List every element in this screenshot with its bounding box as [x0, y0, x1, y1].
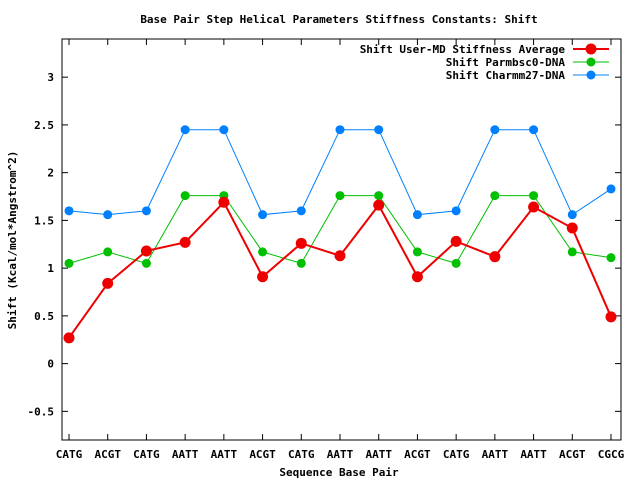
x-tick-label: CATG	[443, 448, 470, 461]
x-axis-label: Sequence Base Pair	[279, 466, 399, 479]
y-tick-label: 0	[47, 358, 54, 371]
data-point	[567, 247, 577, 257]
x-axis-ticks: CATG ACGT CATG AATT AATT ACGT CATG AATT AATT ACGT…	[56, 39, 625, 461]
legend-label: Shift Parmbsc0-DNA	[446, 56, 566, 69]
x-tick-label: CATG	[133, 448, 160, 461]
y-tick-label: 2.5	[34, 119, 54, 132]
y-axis-label: Shift (Kcal/mol*Angstrom^2)	[6, 151, 19, 330]
series-3	[64, 125, 616, 220]
data-point	[219, 125, 229, 135]
data-point	[490, 125, 500, 135]
data-point	[566, 222, 578, 234]
y-tick-label: 1	[47, 262, 54, 275]
data-point	[489, 251, 501, 263]
data-point	[296, 206, 306, 216]
x-tick-label: ACGT	[404, 448, 431, 461]
legend-label: Shift Charmm27-DNA	[446, 69, 566, 82]
y-tick-label: 2	[47, 167, 54, 180]
data-point	[179, 236, 191, 248]
x-tick-label: ACGT	[559, 448, 586, 461]
data-point	[529, 125, 539, 135]
y-tick-label: 1.5	[34, 214, 54, 227]
x-tick-label: AATT	[520, 448, 547, 461]
x-tick-label: CGCG	[598, 448, 625, 461]
data-point	[64, 258, 74, 268]
legend-marker	[586, 57, 596, 67]
series-layer	[63, 125, 617, 344]
data-point	[103, 247, 113, 257]
x-tick-label: AATT	[211, 448, 238, 461]
data-point	[411, 271, 423, 283]
legend-marker	[586, 70, 596, 80]
data-point	[606, 184, 616, 194]
plot-frame	[61, 38, 622, 441]
data-point	[296, 258, 306, 268]
data-point	[141, 206, 151, 216]
data-point	[103, 210, 113, 220]
x-tick-label: ACGT	[249, 448, 276, 461]
data-point	[335, 191, 345, 201]
data-point	[140, 245, 152, 257]
data-point	[102, 277, 114, 289]
data-point	[258, 247, 268, 257]
data-point	[373, 199, 385, 211]
legend-label: Shift User-MD Stiffness Average	[360, 43, 566, 56]
x-tick-label: CATG	[288, 448, 315, 461]
legend-marker	[585, 43, 597, 55]
series-line	[68, 129, 612, 216]
data-point	[450, 235, 462, 247]
data-point	[334, 250, 346, 262]
data-point	[141, 258, 151, 268]
x-tick-label: ACGT	[94, 448, 121, 461]
series-2	[64, 191, 616, 268]
data-point	[257, 271, 269, 283]
data-point	[63, 332, 75, 344]
data-point	[258, 210, 268, 220]
data-point	[606, 253, 616, 263]
x-tick-label: AATT	[327, 448, 354, 461]
data-point	[412, 247, 422, 257]
data-point	[490, 191, 500, 201]
data-point	[295, 237, 307, 249]
data-point	[218, 196, 230, 208]
data-point	[451, 258, 461, 268]
data-point	[335, 125, 345, 135]
data-point	[567, 210, 577, 220]
data-point	[528, 201, 540, 213]
chart-title: Base Pair Step Helical Parameters Stiffn…	[140, 13, 537, 26]
data-point	[64, 206, 74, 216]
x-tick-label: AATT	[172, 448, 199, 461]
data-point	[374, 125, 384, 135]
x-tick-label: AATT	[482, 448, 509, 461]
data-point	[451, 206, 461, 216]
series-line	[68, 200, 612, 339]
data-point	[529, 191, 539, 201]
series-1	[63, 196, 617, 344]
y-tick-label: 3	[47, 71, 54, 84]
y-axis-ticks: -0.5 0 0.5 1 1.5 2 2.5 3	[28, 71, 621, 418]
data-point	[412, 210, 422, 220]
data-point	[180, 125, 190, 135]
y-tick-label: -0.5	[28, 405, 55, 418]
data-point	[180, 191, 190, 201]
x-tick-label: AATT	[365, 448, 392, 461]
data-point	[605, 311, 617, 323]
x-tick-label: CATG	[56, 448, 83, 461]
y-tick-label: 0.5	[34, 310, 54, 323]
data-point	[374, 191, 384, 201]
